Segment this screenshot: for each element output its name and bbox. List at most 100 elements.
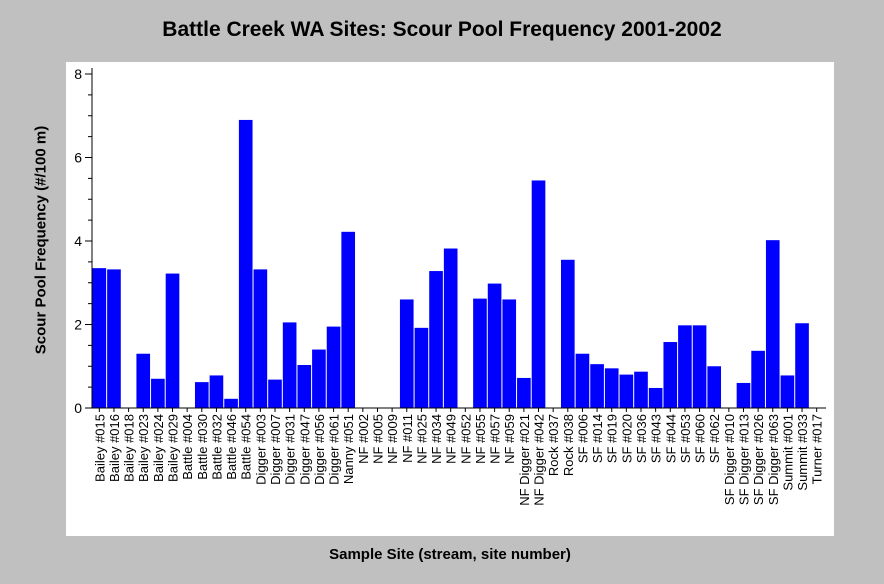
bar	[795, 323, 809, 408]
bar	[502, 299, 517, 408]
bar	[487, 283, 502, 408]
x-tick-label: Battle #030	[195, 414, 210, 480]
bar	[165, 273, 180, 408]
bar	[312, 349, 326, 408]
x-tick-label: SF #044	[663, 414, 678, 463]
bar	[429, 271, 443, 408]
x-tick-label: SF Digger #063	[766, 414, 781, 505]
x-tick-label: Rock #038	[561, 414, 576, 476]
x-tick-label: SF #036	[634, 414, 649, 463]
axes-layer	[85, 68, 826, 412]
x-tick-label: Digger #031	[283, 414, 298, 485]
x-tick-label: Turner #017	[810, 414, 825, 484]
x-tick-label: Bailey #024	[151, 414, 166, 482]
y-tick-label: 2	[74, 317, 82, 333]
x-tick-label: Bailey #016	[107, 414, 122, 482]
x-axis-label: Sample Site (stream, site number)	[329, 546, 571, 563]
bar	[194, 382, 209, 408]
x-tick-label: NF Digger #021	[517, 414, 532, 506]
bar	[663, 342, 678, 408]
bar	[107, 269, 121, 408]
x-tick-label: NF #002	[356, 414, 371, 464]
bar	[136, 353, 151, 408]
bar	[692, 325, 707, 408]
bar	[619, 374, 634, 408]
x-tick-label: Rock #037	[546, 414, 561, 476]
x-tick-label: NF #052	[458, 414, 473, 464]
x-tick-label: Digger #003	[253, 414, 268, 485]
x-tick-label: Digger #007	[268, 414, 283, 485]
bar	[443, 248, 458, 408]
bar	[575, 353, 590, 408]
x-tick-label: SF Digger #013	[736, 414, 751, 505]
bar	[253, 269, 268, 408]
x-tick-label: SF #019	[605, 414, 620, 463]
bar	[92, 268, 107, 408]
bar	[678, 325, 692, 408]
bar	[707, 366, 722, 408]
bar	[765, 240, 780, 408]
x-tick-label: NF #005	[370, 414, 385, 464]
y-tick-label: 4	[74, 233, 82, 249]
x-tick-label: Summit #033	[795, 414, 810, 491]
x-tick-label: NF #049	[444, 414, 459, 464]
chart-title: Battle Creek WA Sites: Scour Pool Freque…	[162, 18, 722, 41]
bar	[326, 326, 341, 408]
bar	[780, 375, 795, 408]
bar	[648, 387, 663, 408]
x-tick-label: Digger #056	[312, 414, 327, 485]
x-tick-label: SF #020	[619, 414, 634, 463]
bar	[736, 382, 751, 408]
bar	[531, 180, 546, 408]
bars-layer	[92, 119, 809, 409]
y-tick-label: 8	[74, 66, 82, 82]
y-tick-label: 0	[74, 400, 82, 416]
x-tick-label: Bailey #018	[122, 414, 137, 482]
x-tick-label: Bailey #015	[92, 414, 107, 482]
x-tick-label: NF #011	[400, 414, 415, 463]
bar	[238, 119, 253, 409]
bar	[517, 377, 531, 408]
bar	[209, 375, 224, 408]
x-tick-label: Battle #004	[180, 414, 195, 480]
x-tick-label: Summit #001	[780, 414, 795, 491]
x-tick-label: SF Digger #010	[722, 414, 737, 505]
bar	[399, 299, 414, 408]
bar	[414, 327, 429, 408]
bar	[282, 322, 297, 408]
x-tick-label: Battle #054	[239, 414, 254, 480]
x-tick-label: Digger #047	[297, 414, 312, 485]
x-tick-label: SF #060	[693, 414, 708, 463]
bar	[634, 371, 648, 408]
x-tick-label: Bailey #023	[136, 414, 151, 482]
bar	[751, 350, 765, 408]
x-tick-label: NF #009	[385, 414, 400, 464]
bar	[268, 379, 282, 408]
x-tick-label: Nanny #051	[341, 414, 356, 484]
bar	[341, 231, 356, 408]
y-axis-label: Scour Pool Frequency (#/100 m)	[32, 125, 50, 355]
x-tick-label: NF #034	[429, 414, 444, 464]
x-tick-label: NF #057	[488, 414, 503, 464]
x-tick-label: NF #025	[414, 414, 429, 464]
x-tick-label: Digger #061	[327, 414, 342, 485]
bar	[604, 368, 619, 408]
x-tick-label: Battle #032	[209, 414, 224, 480]
x-tick-label: SF #006	[575, 414, 590, 463]
bar	[590, 364, 604, 408]
x-tick-label: NF #059	[502, 414, 517, 464]
x-tick-label: SF #014	[590, 414, 605, 463]
x-tick-label: Bailey #029	[166, 414, 181, 482]
y-tick-label: 6	[74, 150, 82, 166]
x-tick-label: SF Digger #026	[751, 414, 766, 505]
x-tick-label: NF #055	[473, 414, 488, 464]
bar	[473, 298, 487, 408]
x-tick-label: SF #053	[678, 414, 693, 463]
bar	[560, 259, 575, 408]
bar	[151, 378, 165, 408]
x-tick-label: NF Digger #042	[532, 414, 547, 506]
x-tick-label: SF #043	[649, 414, 664, 463]
bar	[224, 398, 238, 408]
